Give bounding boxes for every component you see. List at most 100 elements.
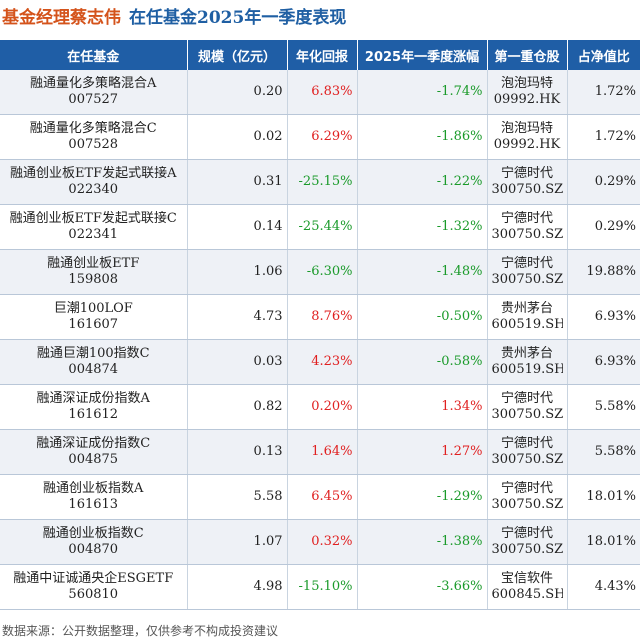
- scale-cell: 0.02: [187, 114, 288, 160]
- scale-cell: 0.03: [187, 339, 288, 385]
- stock-code: 300750.SZ: [491, 182, 563, 197]
- net-ratio-cell: 5.58%: [567, 384, 640, 430]
- table-row: 融通创业板指数C 004870 1.07 0.32% -1.38% 宁德时代 300750.…: [0, 519, 640, 565]
- q1-change-cell: -1.29%: [357, 474, 488, 520]
- net-ratio-cell: 0.29%: [567, 159, 640, 205]
- col-header-ratio: 占净值比: [567, 40, 640, 70]
- fund-code: 022340: [68, 182, 119, 197]
- scale-cell: 4.98: [187, 564, 288, 610]
- table-row: 融通深证成份指数C 004875 0.13 1.64% 1.27% 宁德时代 300750.…: [0, 429, 640, 475]
- scale-cell: 0.14: [187, 204, 288, 250]
- fund-name: 融通创业板ETF发起式联接C: [9, 211, 177, 226]
- stock-code: 300750.SZ: [491, 452, 563, 467]
- fund-cell: 融通深证成份指数A 161612: [0, 384, 188, 430]
- scale-cell: 5.58: [187, 474, 288, 520]
- stock-code: 300750.SZ: [491, 227, 563, 242]
- net-ratio-cell: 4.43%: [567, 564, 640, 610]
- q1-change-cell: -3.66%: [357, 564, 488, 610]
- table-row: 融通创业板ETF发起式联接C 022341 0.14 -25.44% -1.32% 宁德时…: [0, 204, 640, 250]
- stock-code: 300750.SZ: [491, 407, 563, 422]
- col-header-annual: 年化回报: [287, 40, 358, 70]
- fund-cell: 融通中证诚通央企ESGETF 560810: [0, 564, 188, 610]
- top-holding-cell: 宁德时代 300750.SZ: [487, 204, 568, 250]
- stock-name: 宁德时代: [500, 391, 553, 406]
- stock-code: 09992.HK: [493, 137, 561, 152]
- table-row: 融通创业板指数A 161613 5.58 6.45% -1.29% 宁德时代 300750.…: [0, 474, 640, 520]
- fund-cell: 融通创业板ETF发起式联接A 022340: [0, 159, 188, 205]
- annual-return-cell: -15.10%: [287, 564, 358, 610]
- stock-name: 宝信软件: [500, 571, 553, 586]
- fund-name: 融通量化多策略混合C: [29, 121, 157, 136]
- source-note: 数据来源：公开数据整理，仅供参考不构成投资建议: [2, 624, 279, 638]
- net-ratio-cell: 6.93%: [567, 339, 640, 385]
- fund-cell: 融通量化多策略混合C 007528: [0, 114, 188, 160]
- q1-change-cell: -1.48%: [357, 249, 488, 295]
- net-ratio-cell: 5.58%: [567, 429, 640, 475]
- stock-name: 宁德时代: [500, 211, 553, 226]
- stock-name: 宁德时代: [500, 481, 553, 496]
- fund-cell: 融通创业板ETF 159808: [0, 249, 188, 295]
- stock-name: 贵州茅台: [500, 301, 553, 316]
- stock-name: 泡泡玛特: [500, 76, 553, 91]
- scale-cell: 4.73: [187, 294, 288, 340]
- table-header-row: 在任基金 规模（亿元） 年化回报 2025年一季度涨幅 第一重仓股 占净值比: [0, 40, 640, 70]
- stock-code: 600845.SH: [491, 587, 563, 602]
- table-row: 融通量化多策略混合C 007528 0.02 6.29% -1.86% 泡泡玛特 09992…: [0, 114, 640, 160]
- stock-name: 宁德时代: [500, 436, 553, 451]
- fund-code: 007527: [68, 92, 119, 107]
- table-row: 融通量化多策略混合A 007527 0.20 6.83% -1.74% 泡泡玛特 09992…: [0, 70, 640, 115]
- annual-return-cell: 4.23%: [287, 339, 358, 385]
- fund-name: 融通创业板指数C: [42, 526, 144, 541]
- fund-cell: 融通创业板指数C 004870: [0, 519, 188, 565]
- q1-change-cell: -1.86%: [357, 114, 488, 160]
- fund-name: 巨潮100LOF: [53, 301, 133, 316]
- fund-name: 融通巨潮100指数C: [36, 346, 150, 361]
- q1-change-cell: -0.50%: [357, 294, 488, 340]
- fund-name: 融通深证成份指数A: [36, 391, 150, 406]
- q1-change-cell: -1.22%: [357, 159, 488, 205]
- fund-cell: 融通创业板ETF发起式联接C 022341: [0, 204, 188, 250]
- scale-cell: 0.82: [187, 384, 288, 430]
- stock-code: 09992.HK: [493, 92, 561, 107]
- scale-cell: 0.13: [187, 429, 288, 475]
- col-header-q1: 2025年一季度涨幅: [357, 40, 488, 70]
- top-holding-cell: 宁德时代 300750.SZ: [487, 474, 568, 520]
- annual-return-cell: 6.45%: [287, 474, 358, 520]
- annual-return-cell: 6.83%: [287, 70, 358, 115]
- fund-code: 004870: [68, 542, 119, 557]
- fund-cell: 融通创业板指数A 161613: [0, 474, 188, 520]
- fund-code: 161612: [68, 407, 119, 422]
- fund-table: 在任基金 规模（亿元） 年化回报 2025年一季度涨幅 第一重仓股 占净值比 融…: [0, 40, 640, 610]
- fund-name: 融通量化多策略混合A: [30, 76, 157, 91]
- manager-title: 基金经理蔡志伟: [2, 7, 121, 28]
- net-ratio-cell: 0.29%: [567, 204, 640, 250]
- scale-cell: 0.20: [187, 70, 288, 115]
- fund-code: 004874: [68, 362, 119, 377]
- table-row: 融通创业板ETF发起式联接A 022340 0.31 -25.15% -1.22% 宁德时…: [0, 159, 640, 205]
- q1-change-cell: -1.74%: [357, 70, 488, 115]
- annual-return-cell: -25.15%: [287, 159, 358, 205]
- net-ratio-cell: 18.01%: [567, 519, 640, 565]
- fund-cell: 融通巨潮100指数C 004874: [0, 339, 188, 385]
- col-header-stock: 第一重仓股: [487, 40, 568, 70]
- top-holding-cell: 泡泡玛特 09992.HK: [487, 114, 568, 160]
- stock-code: 600519.SH: [491, 317, 563, 332]
- top-holding-cell: 贵州茅台 600519.SH: [487, 339, 568, 385]
- stock-name: 宁德时代: [500, 256, 553, 271]
- scale-cell: 0.31: [187, 159, 288, 205]
- top-holding-cell: 宁德时代 300750.SZ: [487, 429, 568, 475]
- fund-name: 融通创业板ETF发起式联接A: [9, 166, 177, 181]
- stock-code: 300750.SZ: [491, 272, 563, 287]
- stock-name: 泡泡玛特: [500, 121, 553, 136]
- annual-return-cell: 0.32%: [287, 519, 358, 565]
- table-row: 巨潮100LOF 161607 4.73 8.76% -0.50% 贵州茅台 600519.…: [0, 294, 640, 340]
- stock-code: 600519.SH: [491, 362, 563, 377]
- q1-change-cell: 1.34%: [357, 384, 488, 430]
- q1-change-cell: -1.38%: [357, 519, 488, 565]
- annual-return-cell: 6.29%: [287, 114, 358, 160]
- fund-name: 融通深证成份指数C: [36, 436, 151, 451]
- annual-return-cell: -25.44%: [287, 204, 358, 250]
- top-holding-cell: 宁德时代 300750.SZ: [487, 159, 568, 205]
- fund-code: 004875: [68, 452, 119, 467]
- q1-change-cell: -1.32%: [357, 204, 488, 250]
